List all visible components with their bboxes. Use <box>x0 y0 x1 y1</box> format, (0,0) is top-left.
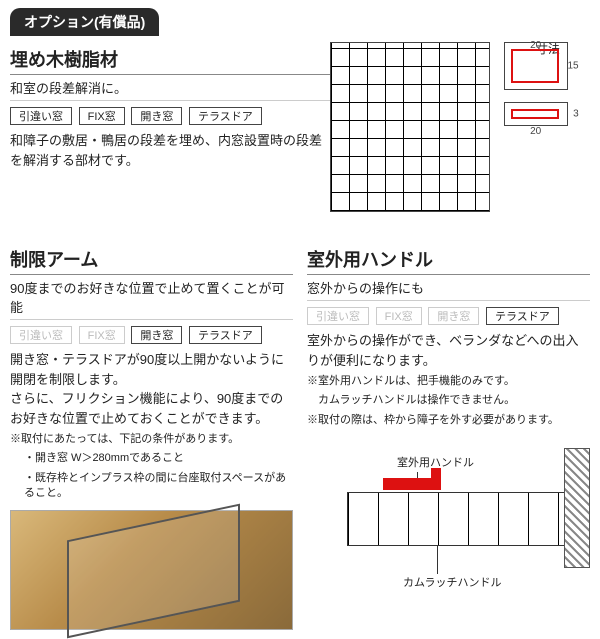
section3-note: カムラッチハンドルは操作できません。 <box>307 393 590 408</box>
page-header-tab: オプション(有償品) <box>10 8 159 36</box>
section2-subtitle: 90度までのお好きな位置で止めて置くことが可能 <box>10 275 293 320</box>
section2-note: ・既存枠とインプラス枠の間に台座取付スペースがあること。 <box>10 471 293 502</box>
tag: テラスドア <box>189 326 262 344</box>
tag: 開き窓 <box>131 326 182 344</box>
callout-cam-latch: カムラッチハンドル <box>403 574 501 590</box>
section3-tags: 引違い窓 FIX窓 開き窓 テラスドア <box>307 307 590 325</box>
section1-subtitle: 和室の段差解消に。 <box>10 75 330 101</box>
tag: 開き窓 <box>428 307 479 325</box>
tag: テラスドア <box>189 107 262 125</box>
dim-a-height: 15 <box>568 61 579 72</box>
section2-body: 開き窓・テラスドアが90度以上開かないように開閉を制限します。 さらに、フリクシ… <box>10 350 293 428</box>
tag: 引違い窓 <box>10 326 72 344</box>
section3-body: 室外からの操作ができ、ベランダなどへの出入りが便利になります。 <box>307 331 590 370</box>
cross-section-drawing <box>330 42 490 212</box>
section3-note: ※室外用ハンドルは、把手機能のみです。 <box>307 374 590 389</box>
limiter-arm-photo <box>10 510 293 630</box>
dim-b-width: 20 <box>530 126 541 137</box>
section1-tags: 引違い窓 FIX窓 開き窓 テラスドア <box>10 107 330 125</box>
tag: テラスドア <box>486 307 559 325</box>
dimension-box-a: 20 15 <box>504 42 568 90</box>
tag: FIX窓 <box>79 326 125 344</box>
section3-title: 室外用ハンドル <box>307 240 590 275</box>
dim-a-width: 20 <box>530 40 541 51</box>
filler-profile-a <box>511 49 559 83</box>
section1-diagram-area: 寸法 20 15 3 20 <box>330 36 590 212</box>
frame-cross-section <box>347 492 567 546</box>
section3-note: ※取付の際は、枠から障子を外す必要があります。 <box>307 413 590 428</box>
outdoor-handle-diagram: 室外用ハンドル カムラッチハンドル <box>307 438 590 588</box>
tag: 引違い窓 <box>307 307 369 325</box>
section2-note: ・開き窓 W＞280mmであること <box>10 451 293 466</box>
section1-body: 和障子の敷居・鴨居の段差を埋め、内窓設置時の段差を解消する部材です。 <box>10 131 330 170</box>
section3-subtitle: 窓外からの操作にも <box>307 275 590 301</box>
wall-hatch <box>564 448 590 568</box>
section2-tags: 引違い窓 FIX窓 開き窓 テラスドア <box>10 326 293 344</box>
tag: 引違い窓 <box>10 107 72 125</box>
filler-profile-b <box>511 109 559 119</box>
section2-title: 制限アーム <box>10 240 293 275</box>
tag: FIX窓 <box>79 107 125 125</box>
tag: FIX窓 <box>376 307 422 325</box>
dim-b-height: 3 <box>573 109 579 120</box>
section1-title: 埋め木樹脂材 <box>10 40 330 75</box>
outdoor-handle-icon <box>383 478 437 490</box>
dimension-box-b: 3 20 <box>504 102 568 126</box>
tag: 開き窓 <box>131 107 182 125</box>
section2-note-intro: ※取付にあたっては、下記の条件があります。 <box>10 432 293 447</box>
